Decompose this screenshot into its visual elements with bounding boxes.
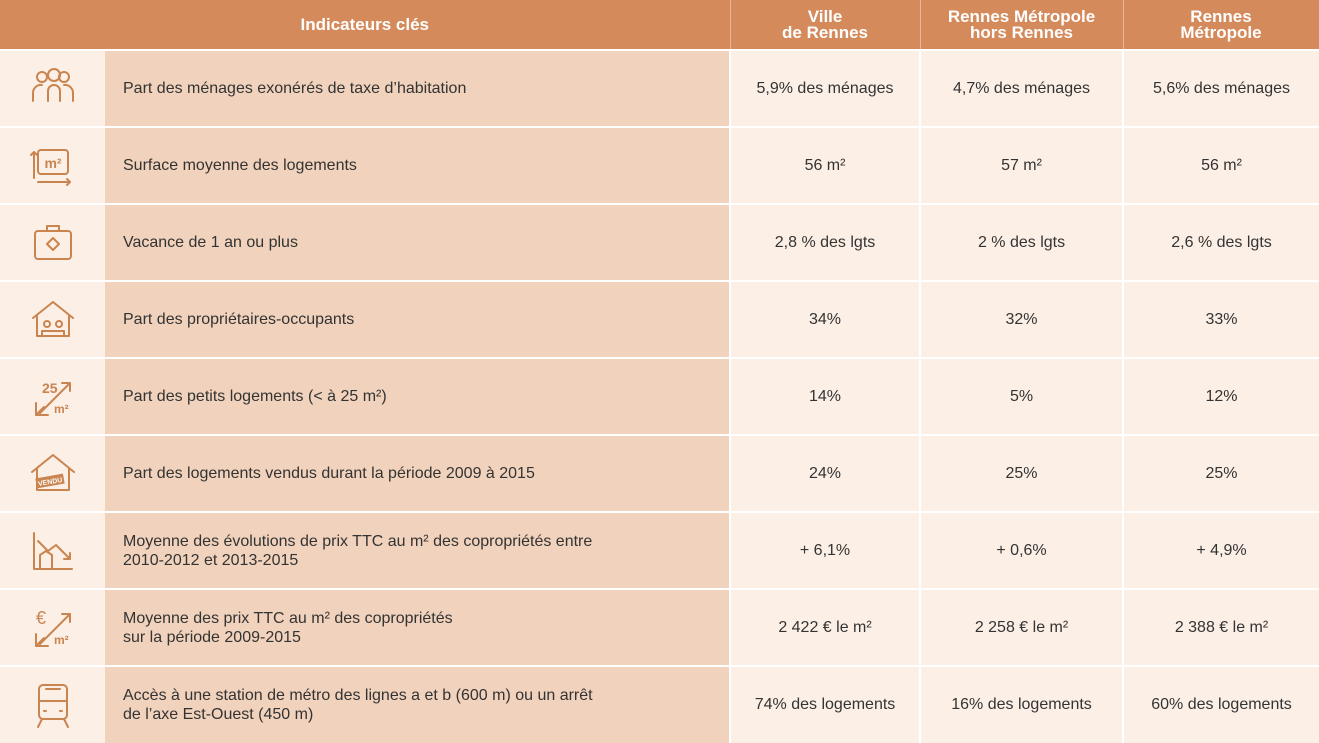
value-cell: 25% bbox=[1122, 434, 1319, 512]
value-cell: + 0,6% bbox=[919, 511, 1124, 589]
text-line: Accès à une station de métro des lignes … bbox=[123, 687, 593, 704]
row-icon: € m² bbox=[34, 608, 71, 647]
label-cell: Part des logements vendus durant la péri… bbox=[105, 434, 731, 512]
icon-cell bbox=[0, 280, 105, 358]
text-line: Part des logements vendus durant la péri… bbox=[123, 465, 535, 482]
row-icon bbox=[33, 224, 72, 260]
value-cell: + 6,1% bbox=[729, 511, 921, 589]
row-icon bbox=[31, 300, 74, 337]
text-line: Rennes bbox=[1190, 6, 1252, 26]
label-cell: Part des propriétaires-occupants bbox=[105, 280, 731, 358]
value-cell: 56 m² bbox=[1122, 126, 1319, 204]
value-cell: 14% bbox=[729, 357, 921, 435]
table-row: Accès à une station de métro des lignes … bbox=[0, 665, 1319, 743]
label-cell: Accès à une station de métro des lignes … bbox=[105, 665, 731, 743]
row-icon: VENDU bbox=[30, 453, 75, 491]
icon-cell: € m² bbox=[0, 588, 105, 666]
text-line: 2010-2012 et 2013-2015 bbox=[123, 551, 299, 569]
row-icon: 25 m² bbox=[34, 380, 71, 416]
svg-text:€: € bbox=[36, 608, 46, 628]
svg-text:m²: m² bbox=[44, 155, 61, 171]
svg-text:m²: m² bbox=[54, 633, 69, 647]
value-cell: 34% bbox=[729, 280, 921, 358]
text-line: Part des petits logements (< à 25 m²) bbox=[123, 388, 387, 405]
row-icon bbox=[31, 67, 74, 102]
header-cell: Ville de Rennes bbox=[730, 0, 921, 50]
text-line: Rennes Métropole bbox=[947, 6, 1096, 26]
icon-cell bbox=[0, 203, 105, 281]
text-line: sur la période 2009-2015 bbox=[123, 628, 301, 646]
text-line: Métropole bbox=[1180, 22, 1262, 42]
label-cell: Part des petits logements (< à 25 m²) bbox=[105, 357, 731, 435]
value-cell: 12% bbox=[1122, 357, 1319, 435]
row-icon: m² bbox=[29, 148, 71, 186]
label-cell: Moyenne des prix TTC au m² des coproprié… bbox=[105, 588, 731, 666]
text-line: Ville bbox=[807, 6, 843, 26]
icon-cell bbox=[0, 511, 105, 589]
row-icon bbox=[36, 684, 69, 728]
value-cell: 2 422 € le m² bbox=[729, 588, 921, 666]
text-line: Moyenne des prix TTC au m² des coproprié… bbox=[123, 609, 453, 627]
text-line: Vacance de 1 an ou plus bbox=[123, 234, 298, 251]
label-cell: Vacance de 1 an ou plus bbox=[105, 203, 731, 281]
text-line: de Rennes bbox=[782, 22, 868, 42]
value-cell: 2,8 % des lgts bbox=[729, 203, 921, 281]
text-line: de l’axe Est-Ouest (450 m) bbox=[123, 706, 314, 723]
label-cell: Part des ménages exonérés de taxe d’habi… bbox=[105, 49, 731, 127]
value-cell: 2 258 € le m² bbox=[919, 588, 1124, 666]
value-cell: 60% des logements bbox=[1122, 665, 1319, 743]
header-cell: Rennes Métropole bbox=[1123, 0, 1319, 50]
value-cell: + 4,9% bbox=[1122, 511, 1319, 589]
table-row: VENDU Part des logements vendus durant la… bbox=[0, 434, 1319, 512]
icon-cell: VENDU bbox=[0, 434, 105, 512]
value-cell: 2 388 € le m² bbox=[1122, 588, 1319, 666]
text-line: hors Rennes bbox=[970, 22, 1073, 42]
value-cell: 2,6 % des lgts bbox=[1122, 203, 1319, 281]
value-cell: 16% des logements bbox=[919, 665, 1124, 743]
table-row: Vacance de 1 an ou plus 2,8 % des lgts 2 %… bbox=[0, 203, 1319, 281]
value-cell: 33% bbox=[1122, 280, 1319, 358]
value-cell: 56 m² bbox=[729, 126, 921, 204]
table-row: Part des ménages exonérés de taxe d’habi… bbox=[0, 49, 1319, 127]
value-cell: 25% bbox=[919, 434, 1124, 512]
value-cell: 24% bbox=[729, 434, 921, 512]
value-cell: 5% bbox=[919, 357, 1124, 435]
table-row: Moyenne des évolutions de prix TTC au m²… bbox=[0, 511, 1319, 589]
icon-cell: 25 m² bbox=[0, 357, 105, 435]
value-cell: 57 m² bbox=[919, 126, 1124, 204]
value-cell: 5,9% des ménages bbox=[729, 49, 921, 127]
text-line: Part des ménages exonérés de taxe d’habi… bbox=[123, 80, 467, 97]
icon-cell bbox=[0, 665, 105, 743]
header-cell: Rennes Métropole hors Rennes bbox=[920, 0, 1124, 50]
label-cell: Surface moyenne des logements bbox=[105, 126, 731, 204]
icon-cell bbox=[0, 49, 105, 127]
header-cell: Indicateurs clés bbox=[0, 0, 731, 50]
value-cell: 4,7% des ménages bbox=[919, 49, 1124, 127]
table-body: Part des ménages exonérés de taxe d’habi… bbox=[0, 49, 1319, 743]
label-cell: Moyenne des évolutions de prix TTC au m²… bbox=[105, 511, 731, 589]
value-cell: 74% des logements bbox=[729, 665, 921, 743]
svg-text:25: 25 bbox=[42, 380, 58, 396]
text-line: Moyenne des évolutions de prix TTC au m²… bbox=[123, 532, 593, 550]
row-icon bbox=[32, 531, 73, 570]
svg-text:m²: m² bbox=[54, 402, 69, 416]
value-cell: 32% bbox=[919, 280, 1124, 358]
table-row: Part des propriétaires-occupants 34% 32% 33… bbox=[0, 280, 1319, 358]
header-row: Indicateurs clés Ville de Rennes Rennes Mé… bbox=[0, 0, 1319, 50]
table-row: 25 m² Part des petits logements (< à 25 m²… bbox=[0, 357, 1319, 435]
text-line: Part des propriétaires-occupants bbox=[123, 311, 355, 328]
table-row: € m² Moyenne des prix TTC au m² des coprop… bbox=[0, 588, 1319, 666]
text-line: Surface moyenne des logements bbox=[123, 157, 357, 174]
icon-cell: m² bbox=[0, 126, 105, 204]
svg-text:VENDU: VENDU bbox=[37, 476, 62, 487]
value-cell: 5,6% des ménages bbox=[1122, 49, 1319, 127]
table-row: m² Surface moyenne des logements 56 m² 57 m… bbox=[0, 126, 1319, 204]
value-cell: 2 % des lgts bbox=[919, 203, 1124, 281]
